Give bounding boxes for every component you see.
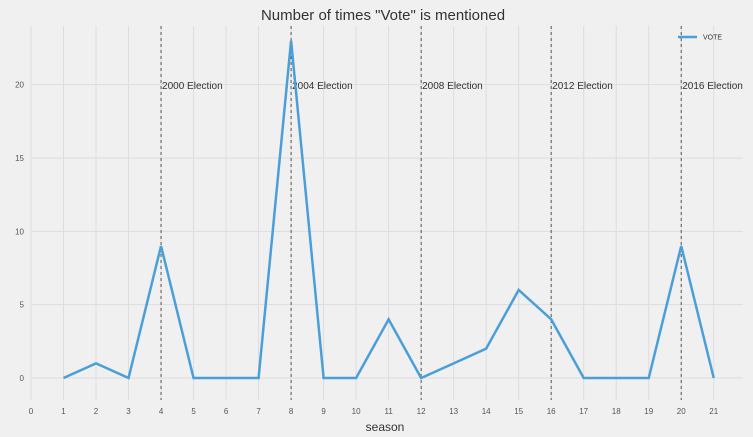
series-layer: [62, 40, 715, 380]
legend-label-vote: VOTE: [703, 35, 722, 42]
x-tick-label-13: 13: [449, 407, 458, 416]
y-axis-ticks: 0 5 10 15 20: [15, 81, 24, 383]
x-tick-label-1: 1: [61, 407, 66, 416]
x-tick-label-17: 17: [579, 407, 588, 416]
x-tick-label-21: 21: [709, 407, 718, 416]
election-label-3: 2012 Election: [552, 81, 613, 92]
election-label-1: 2004 Election: [292, 81, 353, 92]
x-tick-label-5: 5: [191, 407, 196, 416]
x-tick-label-12: 12: [417, 407, 426, 416]
x-tick-label-8: 8: [289, 407, 294, 416]
election-markers: 2000 Election 2004 Election 2008 Election 2…: [160, 26, 743, 400]
x-tick-label-10: 10: [352, 407, 361, 416]
legend: VOTE: [678, 35, 722, 42]
y-tick-label-5: 5: [20, 301, 25, 310]
election-label-2: 2008 Election: [422, 81, 483, 92]
y-tick-label-20: 20: [15, 81, 24, 90]
election-label-4: 2016 Election: [682, 81, 743, 92]
x-tick-label-4: 4: [159, 407, 164, 416]
chart-title: Number of times "Vote" is mentioned: [261, 7, 505, 24]
x-tick-label-0: 0: [29, 407, 34, 416]
x-tick-label-7: 7: [256, 407, 261, 416]
x-tick-label-2: 2: [94, 407, 99, 416]
x-tick-label-20: 20: [677, 407, 686, 416]
x-tick-label-15: 15: [514, 407, 523, 416]
x-axis-label: season: [366, 420, 405, 434]
y-tick-label-10: 10: [15, 227, 24, 236]
x-tick-label-9: 9: [321, 407, 326, 416]
y-tick-label-0: 0: [20, 374, 25, 383]
x-tick-label-3: 3: [126, 407, 131, 416]
x-tick-label-6: 6: [224, 407, 229, 416]
x-axis-ticks: 0 1 2 3 4 5 6 7 8 9 10 11 12 13 14 15 16 17 18 19 20 21: [29, 407, 719, 416]
x-tick-label-16: 16: [547, 407, 556, 416]
y-tick-label-15: 15: [15, 154, 24, 163]
election-label-0: 2000 Election: [162, 81, 223, 92]
x-tick-label-18: 18: [612, 407, 621, 416]
x-tick-label-19: 19: [644, 407, 653, 416]
x-tick-label-11: 11: [384, 407, 393, 416]
x-tick-label-14: 14: [482, 407, 491, 416]
